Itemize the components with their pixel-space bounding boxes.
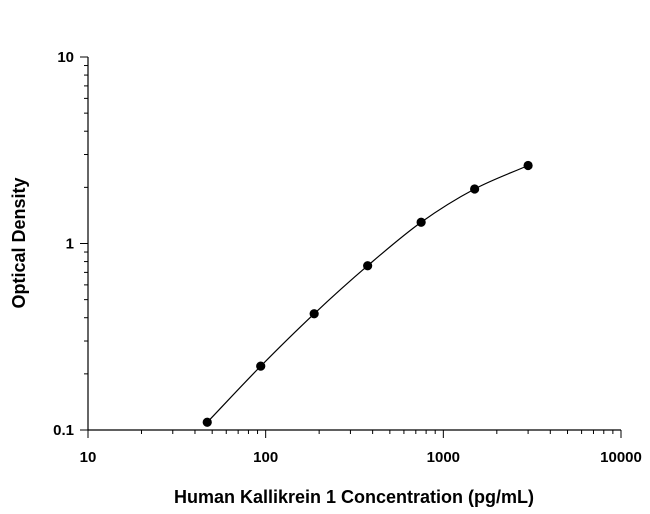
x-tick-label: 1000 bbox=[427, 449, 460, 466]
axes bbox=[80, 56, 622, 438]
y-tick-labels: 0.1 1 10 bbox=[53, 49, 74, 439]
y-tick-label: 0.1 bbox=[53, 422, 74, 439]
y-tick-label: 1 bbox=[66, 236, 74, 253]
fit-curve bbox=[206, 164, 529, 423]
x-ticks bbox=[87, 430, 622, 438]
data-point bbox=[363, 261, 373, 271]
data-point bbox=[256, 361, 266, 371]
data-point bbox=[523, 160, 533, 171]
y-axis-title: Optical Density bbox=[9, 177, 29, 308]
x-axis-title: Human Kallikrein 1 Concentration (pg/mL) bbox=[174, 487, 534, 507]
y-ticks bbox=[80, 56, 88, 431]
x-tick-label: 100 bbox=[253, 449, 278, 466]
data-point bbox=[309, 309, 319, 319]
data-point bbox=[416, 217, 426, 227]
data-point bbox=[470, 184, 480, 194]
data-point bbox=[202, 417, 212, 427]
x-tick-labels: 10 100 1000 10000 bbox=[80, 449, 642, 466]
x-tick-label: 10 bbox=[80, 449, 97, 466]
data-points bbox=[202, 160, 533, 427]
x-tick-label: 10000 bbox=[600, 449, 642, 466]
y-tick-label: 10 bbox=[57, 49, 74, 66]
